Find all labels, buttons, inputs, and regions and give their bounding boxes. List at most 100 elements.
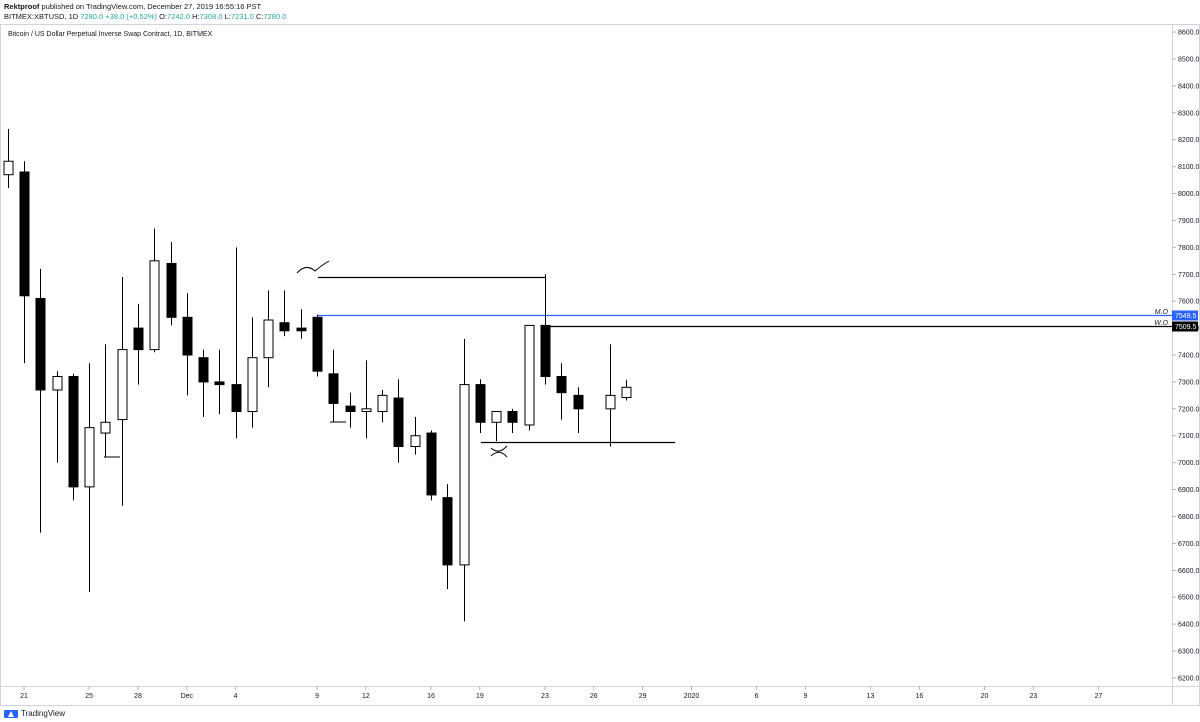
high-value: 7308.0 bbox=[199, 12, 223, 21]
candle-2[interactable] bbox=[35, 268, 46, 533]
time-label-8: 19 bbox=[476, 693, 484, 700]
candle-body bbox=[410, 435, 421, 447]
level-name-label-2: W.O bbox=[1154, 320, 1168, 327]
candle-16[interactable] bbox=[263, 290, 274, 388]
price-label-3: 8300.0 bbox=[1178, 110, 1200, 117]
candle-31[interactable] bbox=[507, 408, 518, 434]
candle-body bbox=[133, 327, 144, 351]
close-label: C: bbox=[255, 12, 264, 21]
candle-body bbox=[377, 394, 388, 413]
candle-32[interactable] bbox=[524, 324, 535, 431]
candle-17[interactable] bbox=[279, 290, 290, 337]
top-curve-mark bbox=[296, 260, 330, 274]
price-axis[interactable]: 8600.0 8500.0 8400.0 8300.0 8200.0 8100.0 8000… bbox=[1172, 30, 1200, 683]
time-label-6: 12 bbox=[362, 693, 370, 700]
candle-0[interactable] bbox=[3, 128, 14, 189]
price-label-14: 7200.0 bbox=[1178, 406, 1200, 413]
candle-21[interactable] bbox=[345, 392, 356, 428]
candle-27[interactable] bbox=[442, 484, 453, 590]
candle-body bbox=[442, 497, 453, 566]
candle-5[interactable] bbox=[84, 363, 95, 592]
time-label-14: 9 bbox=[803, 693, 807, 700]
candle-23[interactable] bbox=[377, 389, 388, 423]
price-label-4: 8200.0 bbox=[1178, 137, 1200, 144]
tradingview-logo[interactable]: TradingView bbox=[4, 709, 65, 718]
candle-body bbox=[117, 349, 128, 421]
high-label: H: bbox=[192, 12, 200, 21]
candle-body bbox=[393, 397, 404, 447]
close-value: 7280.0 bbox=[263, 12, 287, 21]
candle-14[interactable] bbox=[231, 247, 242, 439]
candle-29[interactable] bbox=[475, 379, 486, 434]
price-label-7: 7900.0 bbox=[1178, 218, 1200, 225]
candle-body bbox=[573, 394, 584, 410]
price-label-17: 6900.0 bbox=[1178, 487, 1200, 494]
chart-area[interactable]: Bitcoin / US Dollar Perpetual Inverse Sw… bbox=[0, 24, 1200, 706]
footer: TradingView bbox=[0, 706, 1200, 722]
candle-7[interactable] bbox=[117, 276, 128, 506]
candle-body bbox=[475, 384, 486, 423]
price-label-13: 7300.0 bbox=[1178, 379, 1200, 386]
chart-title: Bitcoin / US Dollar Perpetual Inverse Sw… bbox=[8, 31, 213, 38]
candle-33[interactable] bbox=[540, 274, 551, 385]
candle-35[interactable] bbox=[573, 387, 584, 434]
time-label-1: 25 bbox=[85, 693, 93, 700]
candle-37[interactable] bbox=[621, 379, 632, 401]
candle-body bbox=[491, 411, 502, 423]
time-label-13: 6 bbox=[755, 693, 759, 700]
candle-25[interactable] bbox=[410, 416, 421, 455]
candlestick-chart[interactable]: Bitcoin / US Dollar Perpetual Inverse Sw… bbox=[0, 24, 1200, 706]
low-value: 7231.0 bbox=[230, 12, 254, 21]
candle-24[interactable] bbox=[393, 379, 404, 463]
candle-10[interactable] bbox=[166, 241, 177, 326]
price-label-6: 8000.0 bbox=[1178, 191, 1200, 198]
author-name[interactable]: Rektproof bbox=[4, 2, 40, 11]
last-price: 7280.0 bbox=[80, 12, 104, 21]
price-label-19: 6700.0 bbox=[1178, 541, 1200, 548]
candle-26[interactable] bbox=[426, 430, 437, 501]
candle-body bbox=[621, 386, 632, 399]
price-label-24: 6200.0 bbox=[1178, 675, 1200, 682]
price-label-16: 7000.0 bbox=[1178, 460, 1200, 467]
candles[interactable] bbox=[3, 128, 632, 622]
candle-19[interactable] bbox=[312, 314, 323, 377]
candle-15[interactable] bbox=[247, 317, 258, 428]
candle-body bbox=[182, 316, 193, 356]
candle-9[interactable] bbox=[149, 228, 160, 353]
candle-28[interactable] bbox=[459, 338, 470, 622]
candle-34[interactable] bbox=[556, 363, 567, 420]
candle-8[interactable] bbox=[133, 303, 144, 385]
price-label-22: 6400.0 bbox=[1178, 622, 1200, 629]
candle-11[interactable] bbox=[182, 293, 193, 396]
candle-22[interactable] bbox=[361, 360, 372, 439]
price-label-20: 6600.0 bbox=[1178, 568, 1200, 575]
candle-body bbox=[524, 324, 535, 426]
candle-30[interactable] bbox=[491, 411, 502, 442]
time-label-5: 9 bbox=[315, 693, 319, 700]
chart-border bbox=[0, 24, 1200, 706]
candle-20[interactable] bbox=[328, 349, 339, 423]
price-label-0: 8600.0 bbox=[1178, 30, 1200, 37]
candle-body bbox=[507, 411, 518, 423]
time-label-11: 29 bbox=[639, 693, 647, 700]
time-axis[interactable]: 21 25 28 Dec 4 9 12 16 19 23 26 29 2020 6 9 13 16 20 23 27 bbox=[20, 686, 1102, 700]
candle-body bbox=[214, 381, 225, 386]
horizontal-levels[interactable]: 7549.5 M.O 7509.5 W.O bbox=[318, 276, 1198, 444]
candle-body bbox=[328, 373, 339, 404]
candle-1[interactable] bbox=[19, 161, 30, 364]
candle-4[interactable] bbox=[68, 373, 79, 501]
candle-36[interactable] bbox=[605, 344, 616, 447]
candle-body bbox=[231, 384, 242, 413]
time-label-19: 27 bbox=[1095, 693, 1103, 700]
chart-header: Rektproof published on TradingView.com, … bbox=[0, 0, 1200, 24]
symbol-label: BITMEX:XBTUSD, 1D bbox=[4, 12, 79, 21]
level-price-label-1: 7549.5 bbox=[1175, 313, 1197, 320]
price-label-9: 7700.0 bbox=[1178, 272, 1200, 279]
candle-13[interactable] bbox=[214, 349, 225, 415]
candle-12[interactable] bbox=[198, 349, 209, 417]
candle-body bbox=[279, 322, 290, 332]
candle-6[interactable] bbox=[100, 344, 111, 458]
level-name-label-1: M.O bbox=[1155, 309, 1169, 316]
candle-18[interactable] bbox=[296, 309, 307, 339]
candle-3[interactable] bbox=[52, 371, 63, 463]
